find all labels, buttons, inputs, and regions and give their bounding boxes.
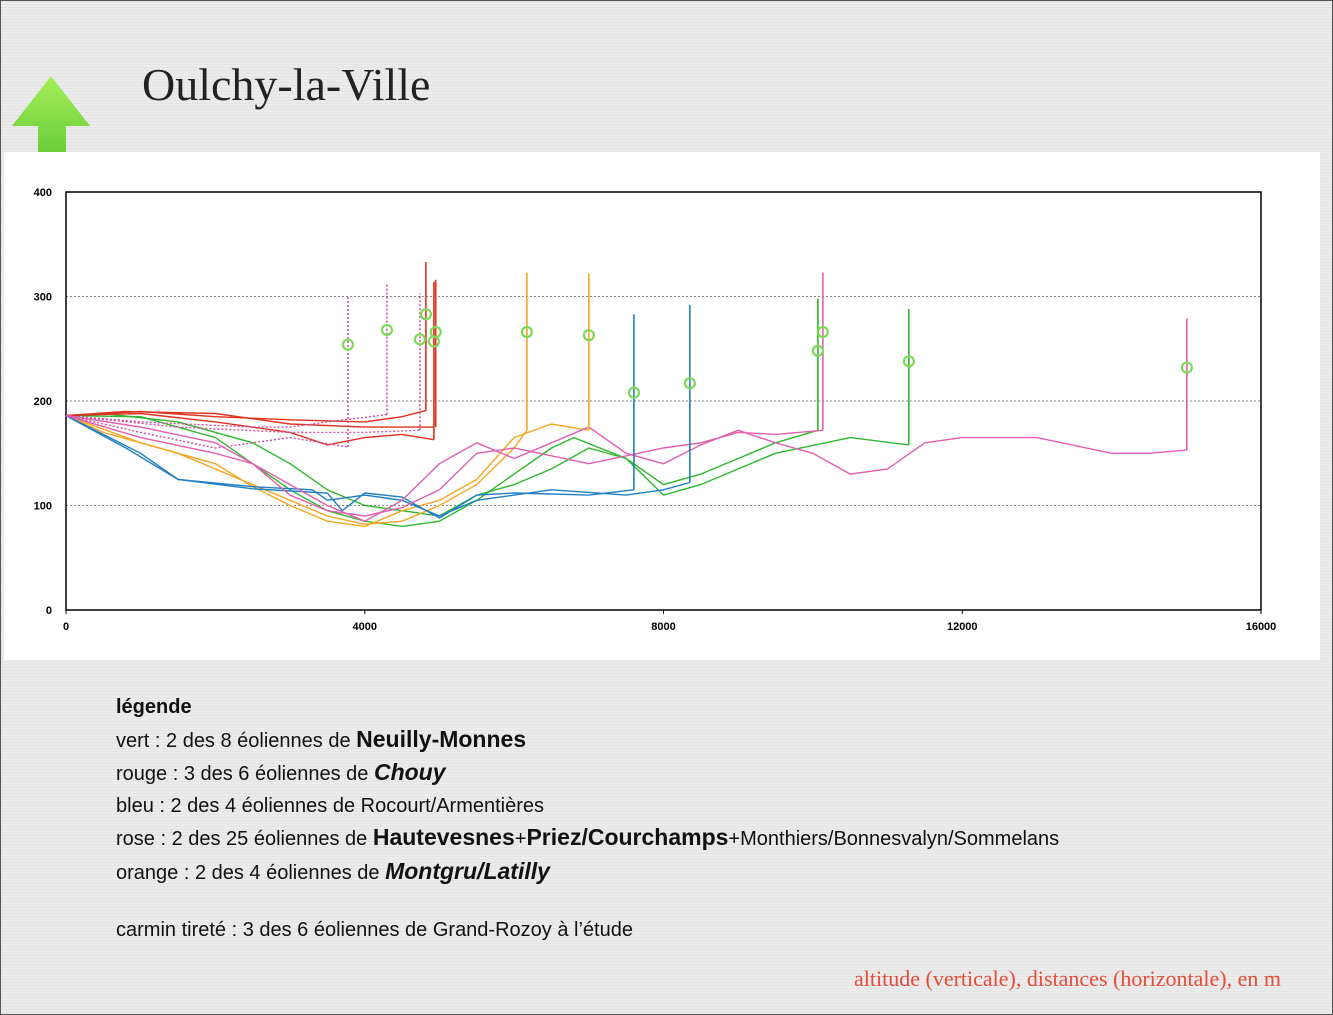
- chart-panel: [4, 152, 1320, 660]
- north-arrow: [12, 76, 90, 164]
- hub-marker: [429, 325, 442, 339]
- legend-text: orange : 2 des 4 éoliennes de: [116, 861, 386, 884]
- profile-line: [65, 414, 420, 434]
- title: Oulchy-la-Ville: [142, 59, 431, 110]
- legend-text: +Monthiers/Bonnesvalyn/Sommelans: [728, 828, 1060, 850]
- profile-line: [65, 414, 823, 517]
- hub-marker: [902, 355, 915, 368]
- legend-line: orange : 2 des 4 éoliennes de Montgru/La…: [116, 856, 1059, 890]
- legend-text: bleu : 2 des 4 éoliennes de Rocourt/Arme…: [116, 794, 545, 817]
- hub-marker: [816, 325, 829, 339]
- hub-marker: [419, 308, 433, 321]
- legend-lines: vert : 2 des 8 éoliennes de Neuilly-Monn…: [116, 724, 1059, 890]
- legend-text: Neuilly-Monnes: [356, 725, 527, 752]
- footer: altitude (verticale), distances (horizon…: [854, 966, 1281, 991]
- hub-marker: [413, 333, 427, 346]
- x-tick-label: 16000: [1246, 621, 1277, 633]
- legend-line: bleu : 2 des 4 éoliennes de Rocourt/Arme…: [116, 791, 1059, 823]
- y-tick-label: 100: [34, 501, 52, 513]
- legend-text: Chouy: [373, 759, 446, 785]
- plot-frame: [65, 191, 1262, 611]
- legend-text: Hautevesnes: [372, 824, 515, 850]
- profile-line: [65, 414, 634, 519]
- y-tick-label: 200: [34, 396, 52, 408]
- legend-heading: légende: [116, 696, 192, 718]
- legend-text: rouge : 3 des 6 éoliennes de: [116, 763, 374, 785]
- hub-marker: [380, 323, 394, 337]
- legend: légende vert : 2 des 8 éoliennes de Neui…: [116, 692, 1059, 947]
- profile-line: [65, 414, 1187, 522]
- legend-line: rouge : 3 des 6 éoliennes de Chouy: [116, 757, 1059, 791]
- x-tick-label: 0: [63, 621, 69, 633]
- legend-text: vert : 2 des 8 éoliennes de: [116, 729, 357, 752]
- hub-marker: [341, 338, 355, 351]
- profile-line: [65, 414, 691, 517]
- profile-line: [65, 413, 387, 428]
- profile-line: [65, 414, 590, 528]
- profile-line: [65, 414, 909, 528]
- hub-marker: [1180, 361, 1193, 374]
- legend-note: carmin tireté : 3 des 6 éoliennes de Gra…: [116, 919, 633, 941]
- legend-text: +: [514, 828, 527, 850]
- profile-line: [65, 410, 434, 428]
- x-tick-label: 4000: [353, 621, 377, 633]
- x-tick-label: 12000: [947, 621, 978, 633]
- hub-marker: [811, 344, 824, 357]
- x-tick-label: 8000: [651, 621, 675, 633]
- hub-marker: [582, 329, 595, 342]
- hub-marker: [627, 386, 641, 399]
- legend-text: rose : 2 des 25 éoliennes de: [116, 828, 373, 850]
- profile-line: [65, 412, 435, 446]
- profile-line: [65, 412, 819, 517]
- legend-text: Montgru/Latilly: [385, 857, 550, 884]
- y-tick-label: 300: [34, 292, 52, 304]
- hub-marker: [683, 377, 696, 390]
- hub-marker: [520, 325, 533, 339]
- y-tick-label: 400: [34, 187, 52, 199]
- legend-line: rose : 2 des 25 éoliennes de Hautevesnes…: [116, 822, 1059, 856]
- y-tick-label: 0: [46, 605, 52, 617]
- legend-line: vert : 2 des 8 éoliennes de Neuilly-Monn…: [116, 724, 1059, 758]
- legend-text: Priez/Courchamps: [526, 824, 729, 850]
